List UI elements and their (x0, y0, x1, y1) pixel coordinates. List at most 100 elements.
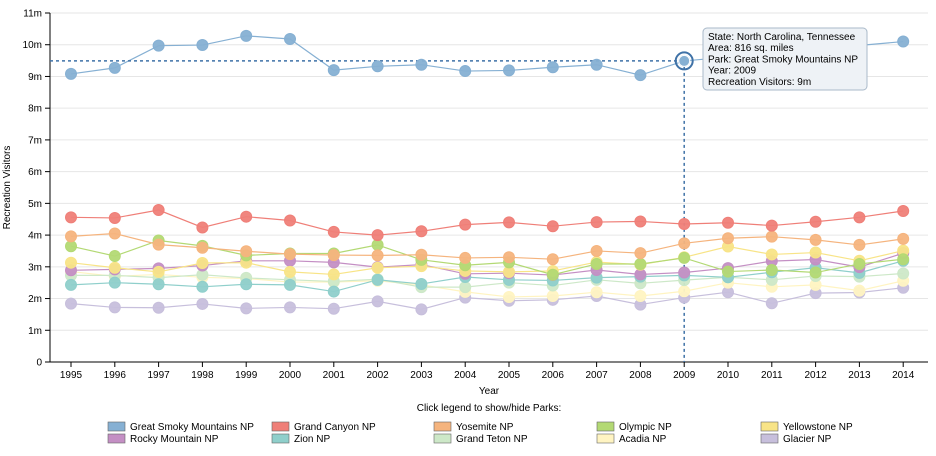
data-point-acadia-np[interactable] (590, 286, 603, 299)
legend-label[interactable]: Zion NP (294, 434, 330, 445)
data-point-yellowstone-np[interactable] (196, 257, 209, 270)
data-point-grand-canyon-np[interactable] (809, 215, 822, 228)
legend-item-acadia-np[interactable]: Acadia NP (596, 433, 667, 445)
data-point-acadia-np[interactable] (853, 284, 866, 297)
data-point-great-smoky-mountains-np[interactable] (897, 35, 910, 48)
highlight-point[interactable] (678, 54, 691, 67)
data-point-great-smoky-mountains-np[interactable] (634, 69, 647, 82)
data-point-great-smoky-mountains-np[interactable] (327, 64, 340, 77)
data-point-olympic-np[interactable] (897, 253, 910, 266)
data-point-grand-canyon-np[interactable] (546, 220, 559, 233)
data-point-glacier-np[interactable] (415, 303, 428, 316)
data-point-great-smoky-mountains-np[interactable] (371, 60, 384, 73)
data-point-grand-canyon-np[interactable] (678, 217, 691, 230)
legend-swatch[interactable] (596, 433, 615, 444)
data-point-grand-canyon-np[interactable] (459, 218, 472, 231)
data-point-yosemite-np[interactable] (809, 233, 822, 246)
data-point-yosemite-np[interactable] (459, 251, 472, 264)
data-point-zion-np[interactable] (240, 278, 253, 291)
legend-swatch[interactable] (596, 421, 615, 432)
data-point-zion-np[interactable] (65, 278, 77, 291)
data-point-great-smoky-mountains-np[interactable] (590, 58, 603, 71)
data-point-glacier-np[interactable] (108, 301, 121, 314)
data-point-yosemite-np[interactable] (415, 248, 428, 261)
data-point-zion-np[interactable] (371, 273, 384, 286)
legend-item-great-smoky-mountains-np[interactable]: Great Smoky Mountains NP (107, 421, 254, 433)
data-point-grand-canyon-np[interactable] (284, 214, 296, 227)
data-point-glacier-np[interactable] (196, 297, 209, 310)
data-point-great-smoky-mountains-np[interactable] (240, 29, 253, 42)
data-point-grand-canyon-np[interactable] (327, 225, 340, 238)
legend-swatch[interactable] (433, 433, 452, 444)
data-point-grand-canyon-np[interactable] (503, 216, 515, 229)
data-point-yosemite-np[interactable] (634, 247, 647, 260)
data-point-grand-canyon-np[interactable] (65, 211, 77, 224)
data-point-grand-canyon-np[interactable] (240, 210, 253, 223)
data-point-grand-canyon-np[interactable] (722, 216, 734, 229)
data-point-grand-canyon-np[interactable] (196, 221, 209, 234)
data-point-yosemite-np[interactable] (546, 253, 559, 266)
data-point-acadia-np[interactable] (546, 290, 559, 303)
data-point-yellowstone-np[interactable] (152, 265, 165, 278)
data-point-olympic-np[interactable] (590, 257, 603, 270)
legend-swatch[interactable] (760, 433, 779, 444)
legend-item-yellowstone-np[interactable]: Yellowstone NP (760, 421, 853, 433)
data-point-grand-canyon-np[interactable] (765, 219, 778, 232)
data-point-yosemite-np[interactable] (765, 230, 778, 243)
data-point-great-smoky-mountains-np[interactable] (503, 64, 515, 77)
data-point-zion-np[interactable] (196, 280, 209, 293)
data-point-zion-np[interactable] (152, 278, 165, 291)
data-point-yosemite-np[interactable] (897, 232, 910, 245)
data-point-olympic-np[interactable] (678, 251, 691, 264)
legend-label[interactable]: Rocky Mountain NP (130, 434, 219, 445)
legend-label[interactable]: Yosemite NP (456, 422, 514, 433)
data-point-zion-np[interactable] (415, 277, 428, 290)
data-point-yellowstone-np[interactable] (809, 246, 822, 259)
data-point-glacier-np[interactable] (765, 297, 778, 310)
data-point-grand-canyon-np[interactable] (152, 204, 165, 217)
data-point-great-smoky-mountains-np[interactable] (459, 65, 472, 78)
data-point-olympic-np[interactable] (722, 265, 734, 278)
data-point-grand-canyon-np[interactable] (853, 211, 866, 224)
data-point-grand-canyon-np[interactable] (634, 215, 647, 228)
legend-swatch[interactable] (271, 433, 290, 444)
data-point-great-smoky-mountains-np[interactable] (108, 61, 121, 74)
data-point-yellowstone-np[interactable] (371, 261, 384, 274)
data-point-yosemite-np[interactable] (722, 232, 734, 245)
legend-label[interactable]: Acadia NP (619, 434, 667, 445)
data-point-olympic-np[interactable] (765, 263, 778, 276)
data-point-grand-teton-np[interactable] (459, 281, 472, 294)
data-point-great-smoky-mountains-np[interactable] (152, 39, 165, 52)
data-point-glacier-np[interactable] (240, 302, 253, 315)
data-point-olympic-np[interactable] (809, 266, 822, 279)
data-point-yosemite-np[interactable] (284, 248, 296, 261)
data-point-great-smoky-mountains-np[interactable] (415, 58, 428, 71)
legend-swatch[interactable] (107, 421, 126, 432)
data-point-yellowstone-np[interactable] (284, 265, 296, 278)
legend-label[interactable]: Glacier NP (783, 434, 832, 445)
data-point-acadia-np[interactable] (634, 290, 647, 303)
data-point-olympic-np[interactable] (108, 250, 121, 263)
data-point-olympic-np[interactable] (546, 268, 559, 281)
data-point-grand-canyon-np[interactable] (590, 216, 603, 229)
legend-label[interactable]: Olympic NP (619, 422, 672, 433)
data-point-yellowstone-np[interactable] (65, 256, 77, 269)
data-point-yellowstone-np[interactable] (108, 261, 121, 274)
legend-swatch[interactable] (433, 421, 452, 432)
data-point-yosemite-np[interactable] (65, 230, 77, 243)
data-point-yosemite-np[interactable] (503, 251, 515, 264)
legend-swatch[interactable] (107, 433, 126, 444)
data-point-zion-np[interactable] (284, 278, 296, 291)
legend-item-zion-np[interactable]: Zion NP (271, 433, 330, 445)
data-point-grand-canyon-np[interactable] (108, 211, 121, 224)
legend-label[interactable]: Yellowstone NP (783, 422, 853, 433)
data-point-olympic-np[interactable] (634, 257, 647, 270)
legend-label[interactable]: Grand Teton NP (456, 434, 528, 445)
legend-item-glacier-np[interactable]: Glacier NP (760, 433, 832, 445)
data-point-great-smoky-mountains-np[interactable] (284, 33, 296, 46)
legend-label[interactable]: Great Smoky Mountains NP (130, 422, 254, 433)
legend-item-grand-teton-np[interactable]: Grand Teton NP (433, 433, 528, 445)
data-point-yellowstone-np[interactable] (765, 248, 778, 261)
data-point-grand-canyon-np[interactable] (371, 229, 384, 242)
data-point-glacier-np[interactable] (371, 295, 384, 308)
